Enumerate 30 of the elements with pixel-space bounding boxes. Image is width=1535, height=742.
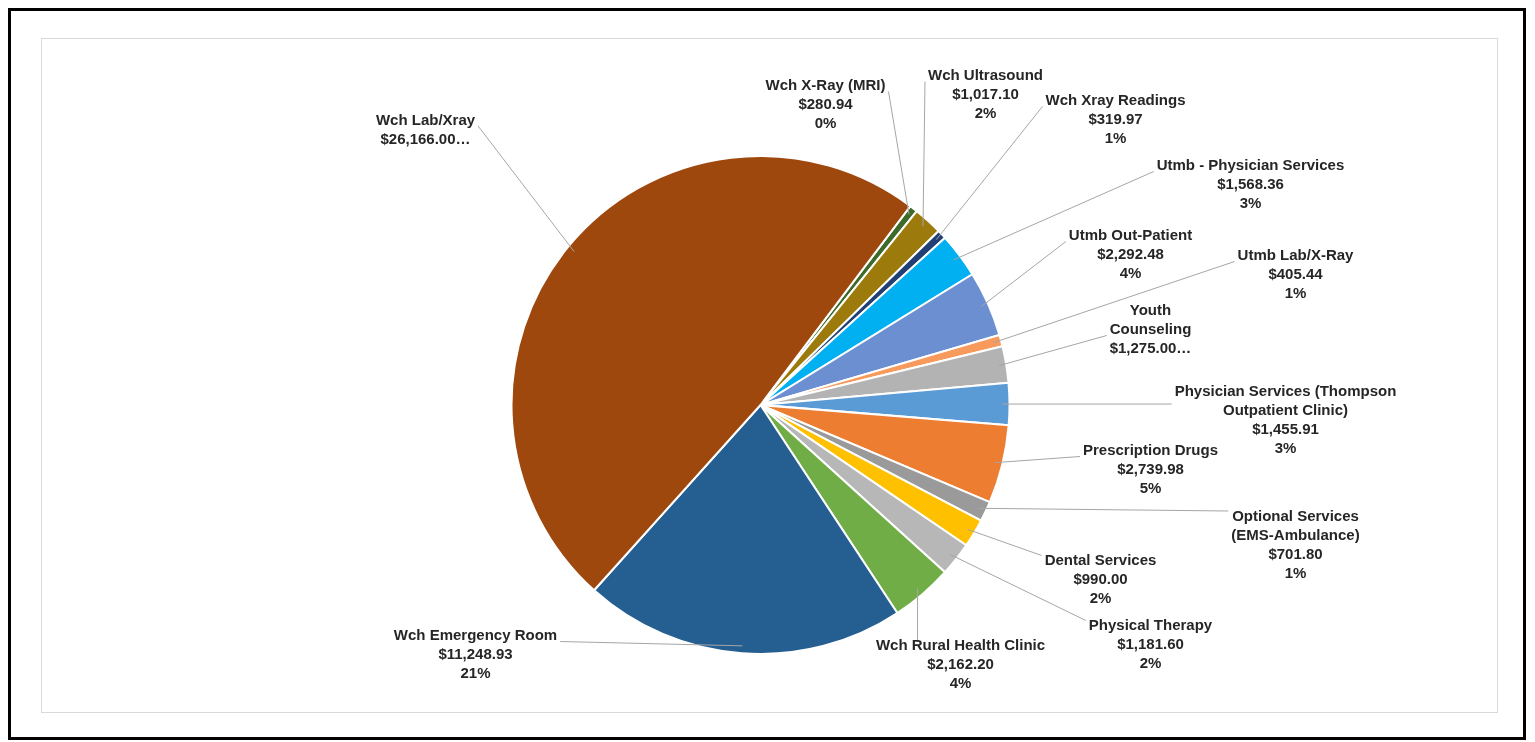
slice-label: Wch X-Ray (MRI)	[765, 76, 886, 94]
data-label: $26,166.00…	[380, 129, 471, 147]
data-label: $1,568.36 3%	[1217, 175, 1284, 212]
data-label: $1,181.60 2%	[1117, 635, 1184, 672]
slice-label: Utmb Out-Patient	[1068, 226, 1193, 244]
slice-label: Prescription Drugs	[1082, 441, 1219, 459]
data-label: $280.94 0%	[798, 95, 854, 132]
data-label: $2,739.98 5%	[1117, 460, 1184, 497]
slice-label: Wch Emergency Room	[393, 626, 558, 644]
data-label: $1,017.10 2%	[952, 85, 1019, 122]
data-label: $1,455.91 3%	[1252, 419, 1319, 456]
data-label: $2,162.20 4%	[927, 655, 994, 692]
data-label: $319.97 1%	[1088, 110, 1143, 147]
data-label: $701.80 1%	[1268, 544, 1323, 581]
slice-label: Wch Rural Health Clinic	[875, 636, 1046, 654]
data-label: $2,292.48 4%	[1097, 245, 1164, 282]
slice-label: Wch Lab/Xray	[375, 110, 476, 128]
slice-label: Utmb - Physician Services	[1156, 156, 1345, 174]
slice-label: Wch Xray Readings	[1045, 91, 1186, 109]
data-label: $990.00 2%	[1073, 570, 1128, 607]
data-label: $405.44 1%	[1268, 265, 1324, 302]
slice-label: Youth Counseling	[1109, 301, 1192, 338]
slice-label: Utmb Lab/X-Ray	[1237, 246, 1355, 264]
slice-label: Physician Services (Thompson Outpatient Clinic)	[1174, 381, 1397, 418]
slice-label: Optional Services (EMS-Ambulance)	[1231, 506, 1360, 543]
slice-label: Physical Therapy	[1088, 616, 1213, 634]
slice-label: Dental Services	[1044, 551, 1157, 569]
slice-label: Wch Ultrasound	[928, 66, 1043, 84]
data-label: $11,248.93 21%	[438, 645, 513, 682]
data-label: $1,275.00…	[1109, 339, 1192, 357]
